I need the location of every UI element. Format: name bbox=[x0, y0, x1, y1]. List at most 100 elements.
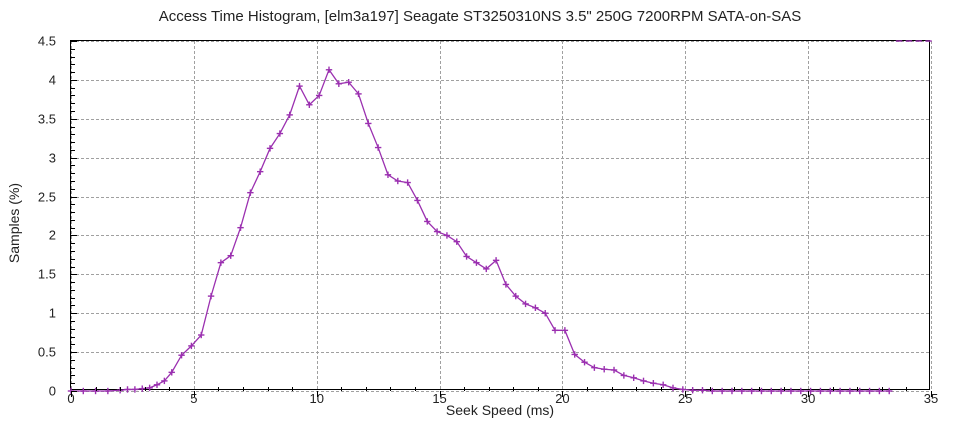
data-point-marker[interactable] bbox=[847, 388, 853, 394]
y-tick-minor bbox=[71, 150, 75, 151]
x-tick-minor bbox=[390, 387, 391, 391]
y-tick-label: 3 bbox=[1, 150, 56, 165]
y-tick-major bbox=[71, 313, 77, 314]
x-tick-minor bbox=[489, 387, 490, 391]
y-tick-major bbox=[71, 158, 77, 159]
data-point-marker[interactable] bbox=[748, 388, 754, 394]
data-point-marker[interactable] bbox=[80, 388, 86, 394]
y-tick-label: 4 bbox=[1, 72, 56, 87]
x-tick-minor bbox=[734, 387, 735, 391]
x-tick-minor bbox=[341, 387, 342, 391]
data-point-marker[interactable] bbox=[542, 310, 548, 316]
x-tick-minor bbox=[145, 387, 146, 391]
data-point-marker[interactable] bbox=[699, 387, 705, 393]
data-point-marker[interactable] bbox=[257, 168, 263, 174]
y-tick-minor bbox=[71, 103, 75, 104]
data-point-marker[interactable] bbox=[837, 388, 843, 394]
data-point-marker[interactable] bbox=[650, 380, 656, 386]
y-tick-minor bbox=[71, 329, 75, 330]
data-point-marker[interactable] bbox=[146, 385, 152, 391]
y-tick-minor bbox=[71, 251, 75, 252]
y-tick-minor bbox=[71, 165, 75, 166]
data-point-marker[interactable] bbox=[247, 189, 253, 195]
y-tick-minor bbox=[71, 220, 75, 221]
y-tick-major bbox=[71, 80, 77, 81]
y-tick-minor bbox=[71, 290, 75, 291]
y-tick-minor bbox=[71, 57, 75, 58]
data-point-marker[interactable] bbox=[532, 305, 538, 311]
data-point-marker[interactable] bbox=[611, 367, 617, 373]
x-tick-minor bbox=[661, 387, 662, 391]
data-point-marker[interactable] bbox=[365, 120, 371, 126]
y-tick-minor bbox=[71, 375, 75, 376]
data-point-marker[interactable] bbox=[375, 144, 381, 150]
data-point-marker[interactable] bbox=[621, 372, 627, 378]
data-point-marker[interactable] bbox=[719, 388, 725, 394]
y-tick-minor bbox=[71, 267, 75, 268]
data-point-marker[interactable] bbox=[154, 382, 160, 388]
y-tick-minor bbox=[71, 95, 75, 96]
y-tick-label: 0 bbox=[1, 384, 56, 399]
y-tick-major bbox=[71, 119, 77, 120]
data-point-marker[interactable] bbox=[591, 364, 597, 370]
x-tick-major bbox=[194, 391, 195, 397]
x-tick-major bbox=[317, 391, 318, 397]
data-point-marker[interactable] bbox=[444, 232, 450, 238]
y-tick-minor bbox=[71, 64, 75, 65]
x-tick-minor bbox=[96, 387, 97, 391]
data-point-marker[interactable] bbox=[886, 388, 892, 394]
chart-title: Access Time Histogram, [elm3a197] Seagat… bbox=[0, 8, 960, 25]
x-tick-minor bbox=[636, 387, 637, 391]
y-tick-minor bbox=[71, 88, 75, 89]
data-point-marker[interactable] bbox=[105, 388, 111, 394]
x-tick-major bbox=[685, 391, 686, 397]
data-point-marker[interactable] bbox=[404, 179, 410, 185]
histogram-line-series[interactable] bbox=[71, 41, 931, 391]
data-point-marker[interactable] bbox=[630, 375, 636, 381]
data-point-marker[interactable] bbox=[768, 388, 774, 394]
data-point-marker[interactable] bbox=[670, 385, 676, 391]
y-tick-major bbox=[71, 352, 77, 353]
data-point-marker[interactable] bbox=[552, 327, 558, 333]
data-point-marker[interactable] bbox=[208, 293, 214, 299]
data-point-marker[interactable] bbox=[601, 366, 607, 372]
y-tick-minor bbox=[71, 282, 75, 283]
y-tick-minor bbox=[71, 72, 75, 73]
chart-root: Access Time Histogram, [elm3a197] Seagat… bbox=[0, 0, 960, 432]
data-point-marker[interactable] bbox=[562, 327, 568, 333]
data-point-marker[interactable] bbox=[473, 259, 479, 265]
x-tick-minor bbox=[513, 387, 514, 391]
data-point-marker[interactable] bbox=[866, 388, 872, 394]
x-tick-minor bbox=[784, 387, 785, 391]
x-tick-minor bbox=[464, 387, 465, 391]
data-point-marker[interactable] bbox=[385, 172, 391, 178]
y-tick-minor bbox=[71, 243, 75, 244]
x-tick-minor bbox=[243, 387, 244, 391]
y-tick-major bbox=[71, 41, 77, 42]
x-tick-major bbox=[562, 391, 563, 397]
data-point-marker[interactable] bbox=[237, 224, 243, 230]
x-tick-major bbox=[808, 391, 809, 397]
gridline-vertical bbox=[931, 41, 932, 389]
y-tick-minor bbox=[71, 259, 75, 260]
data-point-marker[interactable] bbox=[788, 388, 794, 394]
x-tick-minor bbox=[169, 387, 170, 391]
data-point-marker[interactable] bbox=[296, 83, 302, 89]
y-tick-minor bbox=[71, 383, 75, 384]
x-tick-minor bbox=[587, 387, 588, 391]
data-point-marker[interactable] bbox=[640, 378, 646, 384]
x-tick-minor bbox=[292, 387, 293, 391]
y-tick-major bbox=[71, 197, 77, 198]
x-tick-minor bbox=[366, 387, 367, 391]
x-tick-minor bbox=[268, 387, 269, 391]
data-point-marker[interactable] bbox=[395, 178, 401, 184]
y-tick-minor bbox=[71, 204, 75, 205]
x-tick-minor bbox=[612, 387, 613, 391]
y-axis-title: Samples (%) bbox=[6, 183, 22, 263]
y-tick-minor bbox=[71, 181, 75, 182]
data-point-marker[interactable] bbox=[817, 388, 823, 394]
data-point-marker[interactable] bbox=[414, 197, 420, 203]
x-tick-major bbox=[931, 391, 932, 397]
data-point-marker[interactable] bbox=[286, 112, 292, 118]
data-point-marker[interactable] bbox=[739, 388, 745, 394]
